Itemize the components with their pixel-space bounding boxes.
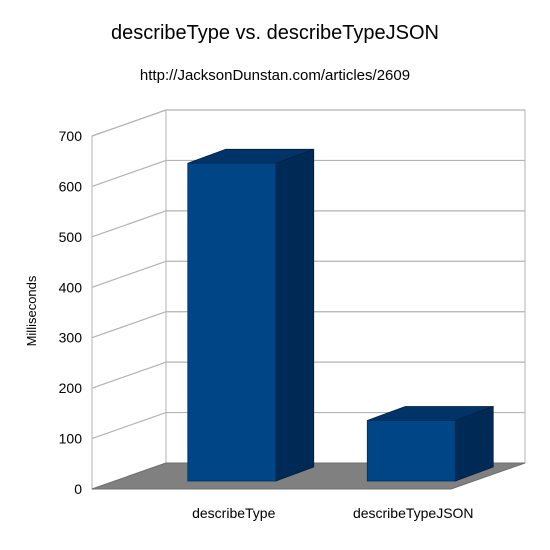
y-axis-label: Milliseconds	[24, 275, 39, 346]
gridline-side	[91, 260, 167, 288]
bar	[187, 148, 315, 482]
gridline-side	[91, 361, 167, 389]
x-tick-label: describeTypeJSON	[353, 505, 474, 521]
bars	[187, 148, 494, 482]
side-wall	[91, 109, 167, 490]
chart-title: describeType vs. describeTypeJSON	[111, 22, 439, 44]
bar-front	[187, 162, 277, 482]
y-tick-labels: 0 100 200 300 400 500 600 700	[59, 128, 83, 497]
y-tick-label: 200	[59, 380, 83, 396]
y-tick-label: 500	[59, 229, 83, 245]
gridline-side	[91, 311, 167, 339]
y-tick-label: 400	[59, 279, 83, 295]
x-tick-labels: describeType describeTypeJSON	[192, 505, 473, 521]
y-tick-label: 300	[59, 330, 83, 346]
x-tick-label: describeType	[192, 505, 275, 521]
gridline-side	[91, 210, 167, 238]
gridline-side	[91, 159, 167, 187]
bar-side	[275, 148, 315, 482]
y-tick-label: 600	[59, 178, 83, 194]
chart-subtitle: http://JacksonDunstan.com/articles/2609	[139, 67, 411, 84]
bar-front	[366, 420, 456, 482]
y-tick-label: 100	[59, 431, 83, 447]
gridline-side	[91, 412, 167, 440]
y-tick-label: 700	[59, 128, 83, 144]
y-tick-label: 0	[74, 481, 82, 497]
gridline-side	[91, 109, 167, 137]
bar	[366, 405, 494, 482]
